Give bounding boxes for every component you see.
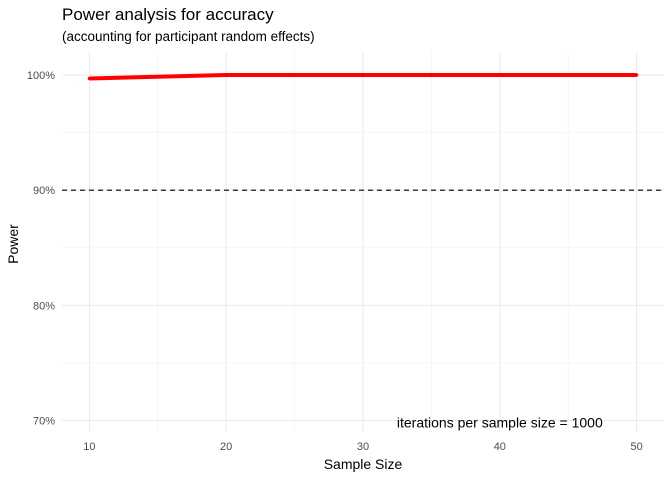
data-point [361,73,365,77]
series-lines [87,73,639,81]
x-tick-label: 10 [83,441,95,453]
y-tick-label: 70% [33,415,55,427]
data-point [87,76,91,81]
tick-labels: 10 20 30 40 50 70% 80% 90% 100% [27,70,643,453]
x-tick-label: 50 [631,441,643,453]
chart-title: Power analysis for accuracy [62,5,274,24]
data-point [635,73,639,77]
y-tick-label: 90% [33,185,55,197]
chart-subtitle: (accounting for participant random effec… [62,29,315,44]
iterations-annotation: iterations per sample size = 1000 [397,414,603,430]
annotation-group: iterations per sample size = 1000 [397,414,603,430]
major-gridlines [62,52,664,432]
y-tick-label: 80% [33,300,55,312]
y-axis-label: Power [5,224,21,264]
data-point [224,73,228,77]
x-tick-label: 40 [494,441,506,453]
x-tick-label: 20 [220,441,232,453]
x-axis-label: Sample Size [323,456,403,472]
x-tick-label: 30 [357,441,369,453]
y-tick-label: 100% [27,70,55,82]
data-point [498,73,502,77]
